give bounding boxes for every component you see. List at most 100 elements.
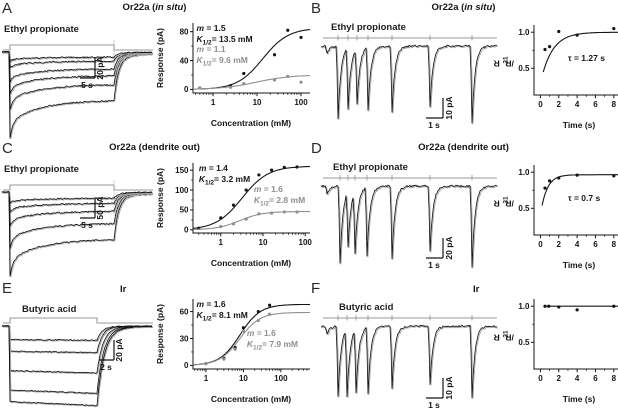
svg-text:2: 2: [557, 240, 562, 249]
trace-svg: 5 s20 pA: [1, 40, 154, 140]
recovery-chart: Time (s) 0.5 1.0 0 2 4 6 8 τ = 1.27 s R 2/R 1: [494, 20, 618, 136]
chart-svg: 0 50 100 150 1 10 100: [175, 163, 313, 247]
svg-text:4: 4: [575, 240, 580, 249]
svg-text:40: 40: [180, 56, 189, 65]
panel-letter: F: [311, 280, 321, 297]
svg-text:8: 8: [612, 240, 617, 249]
svg-text:1: 1: [211, 98, 216, 107]
trace-svg: 1 s 20 pA: [320, 175, 499, 270]
tau-annotation: τ = 1.27 s: [567, 53, 605, 63]
svg-text:20 pA: 20 pA: [114, 338, 124, 361]
svg-text:0: 0: [184, 361, 189, 370]
svg-text:100: 100: [299, 238, 313, 247]
svg-text:0: 0: [184, 85, 189, 94]
fit-parameters-annotation: m = 1.5 K1/2= 13.5 mM: [196, 23, 253, 47]
svg-text:2 s: 2 s: [100, 362, 112, 372]
trace-svg: 5 s50 pA: [1, 180, 154, 278]
panel-letter: A: [2, 0, 13, 17]
chart-svg: 0 40 80 1 10 100: [180, 23, 311, 107]
svg-text:0.5: 0.5: [518, 204, 530, 213]
chart-svg: 0.5 1.0 0 2 4 6 8: [518, 299, 618, 383]
svg-text:0: 0: [538, 100, 543, 109]
fit-parameters-annotation: m = 1.1 K1/2= 9.6 mM: [196, 44, 248, 68]
dose-response-chart: Concentration (mM) 0 50 100 150 1 10 100 m = 1.…: [155, 158, 312, 274]
svg-text:0.5: 0.5: [518, 64, 530, 73]
panel-title: Or22a (dendrite out): [418, 142, 509, 153]
chart-svg: 0.5 1.0 0 2 4 6 8: [518, 165, 618, 249]
trace-svg: 2 s20 pA: [1, 317, 154, 408]
stimulus-label: Butyric acid: [22, 304, 77, 315]
panel-title: Ir: [120, 284, 127, 295]
stimulus-label: Ethyl propionate: [333, 162, 408, 173]
x-axis-label: Concentration (mM): [210, 118, 292, 128]
svg-text:8: 8: [612, 374, 617, 383]
svg-text:0: 0: [538, 374, 543, 383]
fit-parameters-annotation: m = 1.6 K1/2= 8.1 mM: [196, 299, 248, 323]
svg-text:1.0: 1.0: [518, 28, 530, 37]
svg-text:60: 60: [180, 307, 189, 316]
svg-text:1: 1: [219, 238, 224, 247]
stimulus-label: Butyric acid: [339, 302, 394, 313]
panel-title: Or22a (in situ): [122, 2, 187, 13]
svg-text:100: 100: [294, 98, 308, 107]
panel-d: D Or22a (dendrite out) Ethyl propionate …: [309, 140, 618, 280]
svg-text:6: 6: [593, 100, 598, 109]
panel-b: B Or22a (in situ) Ethyl propionate 1 s 10…: [309, 0, 618, 140]
trace-svg: 1 s 10 pA: [320, 35, 498, 130]
panel-c: C Or22a (dendrite out) Ethyl propionate …: [0, 140, 312, 280]
x-axis-label: Time (s): [562, 260, 596, 270]
svg-text:0: 0: [184, 226, 189, 235]
panel-e: E Ir Butyric acid 2 s 20 pA Concentration…: [0, 280, 311, 410]
fit-parameters-annotation: m = 1.6 K1/2= 2.8 mM: [253, 184, 306, 208]
svg-text:0.5: 0.5: [518, 338, 530, 347]
panel-letter: B: [311, 0, 322, 17]
svg-text:5 s: 5 s: [81, 80, 93, 90]
dose-response-chart: Concentration (mM) 0 40 80 1 10 100 m = 1.5 K1/…: [155, 18, 311, 134]
svg-text:20 pA: 20 pA: [95, 56, 105, 79]
chart-svg: 0 30 60 1 10 100: [180, 299, 311, 383]
svg-text:6: 6: [593, 374, 598, 383]
svg-text:80: 80: [180, 27, 189, 36]
svg-text:10 pA: 10 pA: [444, 376, 454, 399]
svg-text:150: 150: [175, 166, 189, 175]
svg-text:1 s: 1 s: [428, 400, 440, 410]
svg-text:1.0: 1.0: [518, 302, 530, 311]
svg-text:50: 50: [180, 206, 189, 215]
svg-text:1.0: 1.0: [518, 168, 530, 177]
svg-text:1 s: 1 s: [428, 120, 440, 130]
tau-annotation: τ = 0.7 s: [567, 193, 601, 203]
svg-text:2: 2: [557, 374, 562, 383]
stimulus-label: Ethyl propionate: [4, 24, 79, 35]
svg-text:4: 4: [575, 100, 580, 109]
panel-letter: D: [311, 140, 322, 157]
panel-title: Or22a (in situ): [431, 2, 496, 13]
svg-text:0: 0: [538, 240, 543, 249]
recovery-chart: Time (s) 0.5 1.0 0 2 4 6 8 τ = 0.7 s R 2/R 1: [494, 160, 618, 276]
svg-text:2: 2: [557, 100, 562, 109]
panel-letter: C: [2, 140, 13, 157]
stimulus-label: Ethyl propionate: [331, 22, 406, 33]
x-axis-label: Concentration (mM): [210, 394, 292, 404]
panel-title: Or22a (dendrite out): [109, 142, 200, 153]
panel-letter: E: [2, 280, 13, 297]
recovery-chart: Time (s) 0.5 1.0 0 2 4 6 8 R 2/R 1: [494, 294, 618, 410]
stimulus-label: Ethyl propionate: [4, 164, 79, 175]
x-axis-label: Time (s): [562, 394, 596, 404]
svg-text:4: 4: [575, 374, 580, 383]
panel-f: F Ir Butyric acid 1 s 10 pA Time (s) 0.5 1…: [309, 280, 618, 410]
x-axis-label: Concentration (mM): [210, 258, 292, 268]
svg-text:20 pA: 20 pA: [444, 236, 454, 259]
svg-text:10: 10: [239, 374, 248, 383]
chart-svg: 0.5 1.0 0 2 4 6 8: [518, 25, 618, 109]
fit-parameters-annotation: m = 1.6 K1/2= 7.9 mM: [246, 328, 299, 352]
panel-title: Ir: [473, 284, 480, 295]
trace-svg: 1 s 10 pA: [320, 315, 499, 410]
svg-text:1 s: 1 s: [428, 260, 440, 270]
dose-response-chart: Concentration (mM) 0 30 60 1 10 100 m = 1.6 K1/…: [155, 294, 311, 410]
svg-text:30: 30: [180, 334, 189, 343]
svg-text:6: 6: [593, 240, 598, 249]
x-axis-label: Time (s): [562, 120, 596, 130]
svg-text:10: 10: [253, 98, 262, 107]
svg-text:1: 1: [204, 374, 209, 383]
